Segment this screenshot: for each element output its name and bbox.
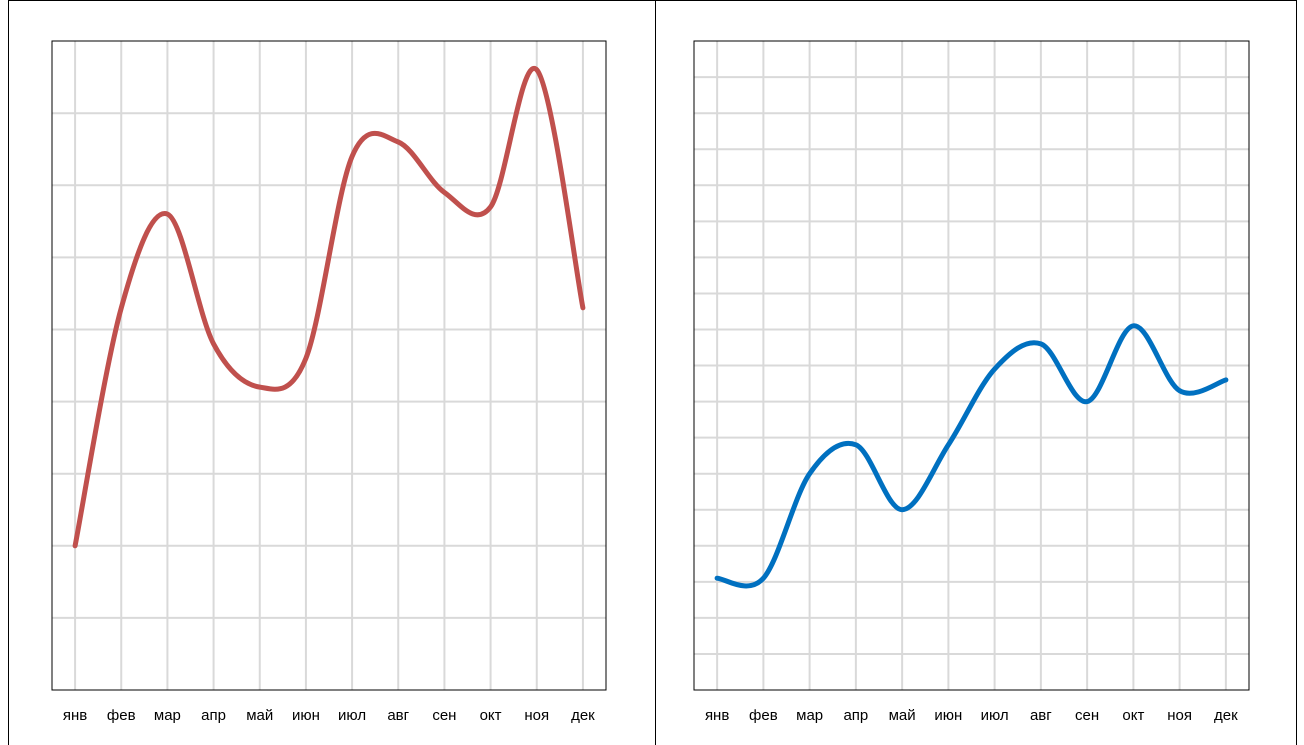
x-tick-label: апр — [201, 707, 226, 724]
x-tick-label: дек — [1214, 707, 1238, 724]
plot-border — [51, 40, 607, 691]
x-tick-label: июн — [934, 707, 962, 724]
x-tick-label: янв — [705, 707, 729, 724]
x-tick-label: мар — [154, 707, 181, 724]
x-tick-label: сен — [432, 707, 456, 724]
page-frame — [8, 0, 1297, 745]
panel-divider — [655, 0, 656, 745]
x-tick-label: янв — [63, 707, 87, 724]
x-tick-label: окт — [1122, 707, 1144, 724]
x-tick-label: авг — [387, 707, 409, 724]
x-tick-label: май — [889, 707, 916, 724]
x-tick-label: окт — [480, 707, 502, 724]
x-tick-label: сен — [1075, 707, 1099, 724]
x-tick-label: фев — [107, 707, 136, 724]
plot-border — [693, 40, 1250, 691]
x-tick-label: апр — [843, 707, 868, 724]
x-tick-label: ноя — [524, 707, 549, 724]
x-tick-label: июн — [292, 707, 320, 724]
x-tick-label: ноя — [1167, 707, 1192, 724]
x-tick-label: фев — [749, 707, 778, 724]
x-tick-label: май — [246, 707, 273, 724]
series-line — [72, 65, 586, 549]
x-tick-label: июл — [981, 707, 1009, 724]
x-tick-label: июл — [338, 707, 366, 724]
x-tick-label: дек — [571, 707, 595, 724]
x-tick-label: мар — [796, 707, 823, 724]
x-tick-label: авг — [1030, 707, 1052, 724]
